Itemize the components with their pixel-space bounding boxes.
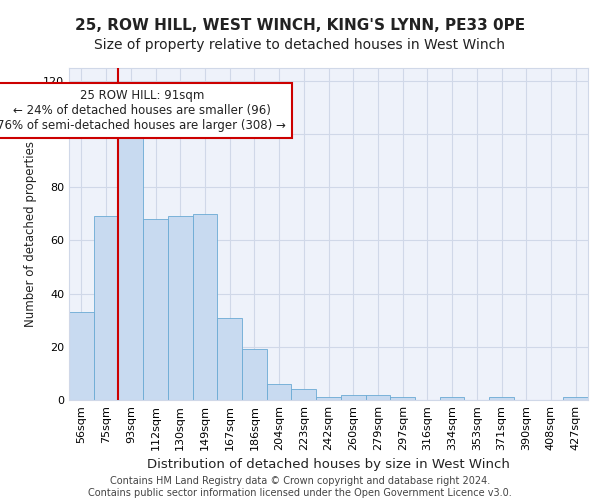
X-axis label: Distribution of detached houses by size in West Winch: Distribution of detached houses by size … xyxy=(147,458,510,471)
Bar xyxy=(390,398,415,400)
Bar xyxy=(489,398,514,400)
Bar xyxy=(143,219,168,400)
Y-axis label: Number of detached properties: Number of detached properties xyxy=(25,141,37,327)
Bar xyxy=(365,394,390,400)
Text: Contains HM Land Registry data © Crown copyright and database right 2024.
Contai: Contains HM Land Registry data © Crown c… xyxy=(88,476,512,498)
Bar xyxy=(69,312,94,400)
Bar xyxy=(316,398,341,400)
Text: 25 ROW HILL: 91sqm
← 24% of detached houses are smaller (96)
76% of semi-detache: 25 ROW HILL: 91sqm ← 24% of detached hou… xyxy=(0,89,286,132)
Bar xyxy=(168,216,193,400)
Bar xyxy=(563,398,588,400)
Bar xyxy=(217,318,242,400)
Bar xyxy=(94,216,118,400)
Bar xyxy=(440,398,464,400)
Bar xyxy=(341,394,365,400)
Bar xyxy=(193,214,217,400)
Bar xyxy=(118,136,143,400)
Bar xyxy=(267,384,292,400)
Bar xyxy=(292,390,316,400)
Text: 25, ROW HILL, WEST WINCH, KING'S LYNN, PE33 0PE: 25, ROW HILL, WEST WINCH, KING'S LYNN, P… xyxy=(75,18,525,32)
Text: Size of property relative to detached houses in West Winch: Size of property relative to detached ho… xyxy=(95,38,505,52)
Bar xyxy=(242,350,267,400)
